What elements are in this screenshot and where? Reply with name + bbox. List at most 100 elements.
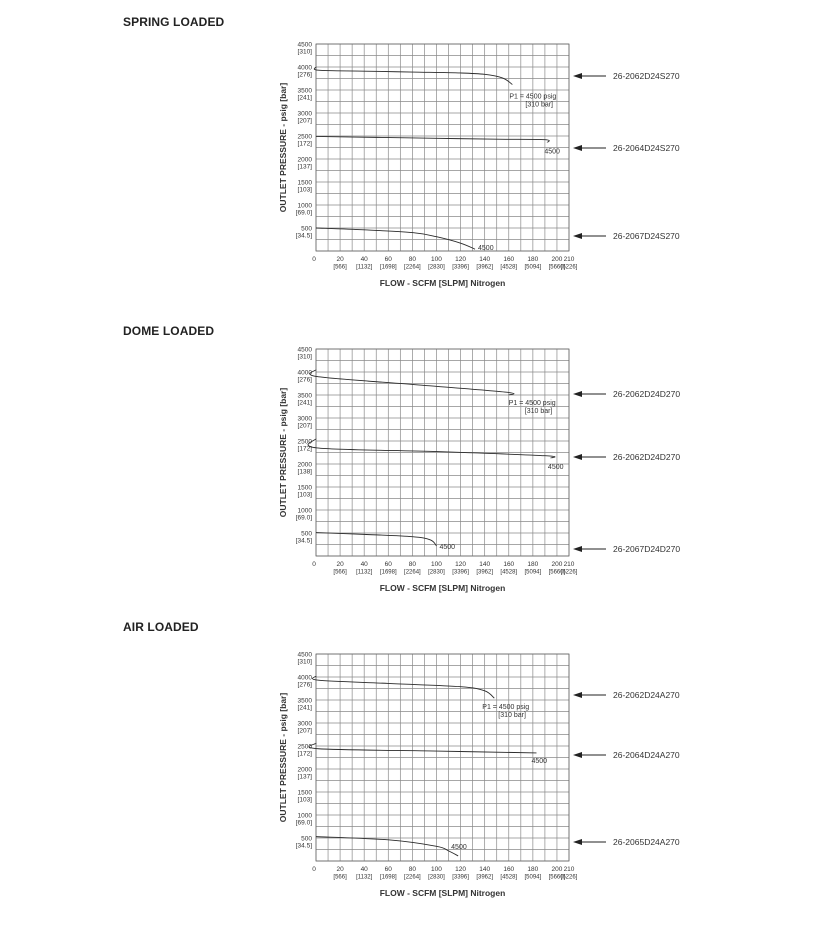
x-axis-title: FLOW - SCFM [SLPM] Nitrogen [380,888,506,898]
y-tick-sublabel: [138] [298,469,313,476]
grid [315,653,570,862]
x-tick-sublabel: [3962] [476,570,493,576]
x-tick-label: 100 [431,256,442,263]
x-tick-sublabel: [4528] [500,265,517,271]
y-tick-label: 3500 [298,698,313,705]
series-curve [312,675,495,699]
y-tick-sublabel: [137] [298,774,313,781]
series-curve [308,742,537,754]
x-tick-sublabel: [2830] [428,570,445,576]
curve-end-label: P1 = 4500 psig [482,704,529,711]
x-tick-sublabel: [2264] [404,570,421,576]
series-curve [313,66,513,85]
x-tick-label: 140 [479,561,490,568]
x-tick-sublabel: [3396] [452,875,469,881]
y-tick-label: 2500 [298,134,313,141]
x-tick-label: 20 [336,866,344,873]
curve-end-label: 4500 [531,758,547,765]
y-tick-sublabel: [34.5] [296,233,312,240]
x-tick-sublabel: [2830] [428,265,445,271]
x-tick-sublabel: [566] [333,265,347,271]
series-curve [315,227,476,250]
x-tick-sublabel: [3962] [476,265,493,271]
series-curve [315,532,437,547]
y-tick-label: 2000 [298,462,313,469]
y-tick-label: 500 [301,531,312,538]
y-tick-label: 4000 [298,65,313,72]
x-tick-sublabel: [5660] [549,875,566,881]
y-tick-sublabel: [172] [298,446,313,453]
x-tick-label: 200 [552,561,563,568]
x-tick-sublabel: [1698] [380,875,397,881]
x-tick-sublabel: [1132] [356,265,373,271]
curve-end-label: 4500 [451,844,467,851]
x-tick-label: 40 [361,866,369,873]
y-tick-sublabel: [310] [298,354,313,361]
y-tick-sublabel: [276] [298,72,313,79]
x-tick-label: 20 [336,561,344,568]
x-tick-label: 180 [527,866,538,873]
y-tick-sublabel: [241] [298,705,313,712]
series-name-callout: 26-2065D24A270 [613,837,680,847]
y-tick-label: 2500 [298,439,313,446]
y-tick-label: 3000 [298,111,313,118]
y-tick-sublabel: [103] [298,797,313,804]
series-name-callout: 26-2062D24D270 [613,389,680,399]
series-name-callout: 26-2067D24D270 [613,544,680,554]
series-curve [315,836,459,857]
y-tick-sublabel: [69.0] [296,210,312,217]
curve-end-sublabel: [310 bar] [498,712,526,719]
y-tick-sublabel: [207] [298,728,313,735]
y-tick-label: 4500 [298,42,313,49]
series-name-callout: 26-2062D24D270 [613,452,680,462]
y-tick-label: 2000 [298,157,313,164]
x-tick-label: 120 [455,256,466,263]
x-tick-sublabel: [1132] [356,570,373,576]
x-tick-label: 0 [312,561,316,568]
x-tick-sublabel: [3962] [476,875,493,881]
x-tick-sublabel: [2264] [404,875,421,881]
series-name-callout: 26-2062D24S270 [613,71,680,81]
x-axis-title: FLOW - SCFM [SLPM] Nitrogen [380,583,506,593]
curve-end-label: 4500 [544,148,560,155]
flow-chart: 4500[310]4000[276]3500[241]3000[207]2500… [278,347,680,594]
arrow-left-icon [573,391,582,397]
x-tick-sublabel: [566] [333,570,347,576]
flow-chart: 4500[310]4000[276]3500[241]3000[207]2500… [278,42,680,289]
series-name-callout: 26-2062D24A270 [613,690,680,700]
y-tick-label: 4000 [298,675,313,682]
curve-end-label: 4500 [548,464,564,471]
x-tick-label: 40 [361,561,369,568]
x-tick-label: 140 [479,256,490,263]
y-tick-sublabel: [276] [298,377,313,384]
curve-end-label: P1 = 4500 psig [509,400,556,407]
arrow-left-icon [573,233,582,239]
curve-end-label: 4500 [478,245,494,252]
x-tick-sublabel: [5660] [549,570,566,576]
x-tick-label: 60 [385,561,393,568]
grid [315,348,570,557]
arrow-left-icon [573,145,582,151]
x-tick-label: 80 [409,561,417,568]
x-tick-label: 210 [564,256,575,263]
y-tick-label: 1500 [298,485,313,492]
x-tick-label: 80 [409,866,417,873]
y-tick-sublabel: [69.0] [296,515,312,522]
arrow-left-icon [573,752,582,758]
x-tick-label: 210 [564,561,575,568]
x-tick-label: 180 [527,561,538,568]
x-tick-sublabel: [4528] [500,570,517,576]
y-tick-sublabel: [207] [298,423,313,430]
x-tick-sublabel: [3396] [452,265,469,271]
x-tick-label: 100 [431,561,442,568]
curve-end-label: P1 = 4500 psig [509,93,556,100]
chart-title: DOME LOADED [123,324,215,338]
x-tick-sublabel: [1698] [380,265,397,271]
y-tick-label: 500 [301,226,312,233]
y-tick-sublabel: [310] [298,49,313,56]
y-tick-label: 500 [301,836,312,843]
y-tick-label: 3500 [298,88,313,95]
y-tick-label: 1000 [298,508,313,515]
chart-title: SPRING LOADED [123,15,225,29]
y-tick-label: 3000 [298,416,313,423]
